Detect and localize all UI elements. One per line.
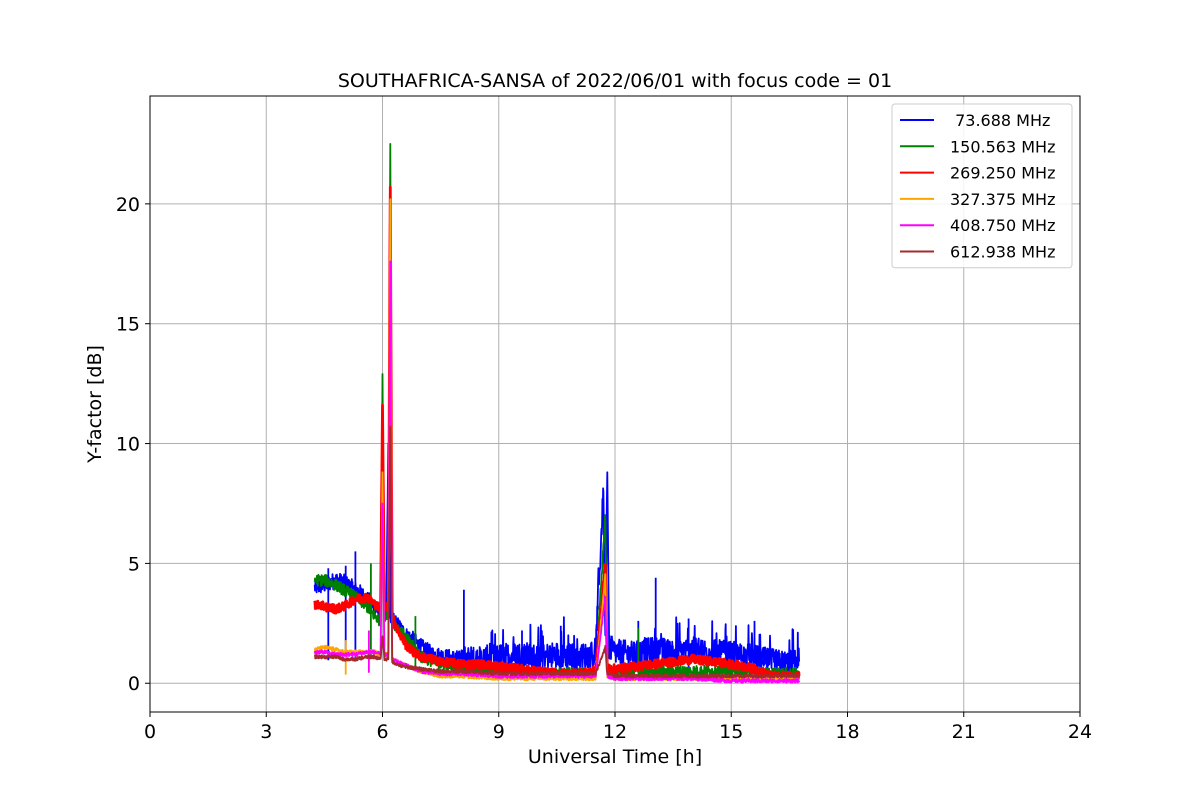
x-tick-label: 18 <box>835 721 859 743</box>
x-axis-label: Universal Time [h] <box>528 746 702 768</box>
legend-entry: 612.938 MHz <box>900 243 1055 262</box>
x-axis: 0 3 6 9 12 15 18 21 24 <box>144 712 1092 743</box>
legend: 73.688 MHz 150.563 MHz 269.250 MHz 327.375 … <box>891 103 1073 269</box>
y-axis: 0 5 10 15 20 <box>116 194 150 695</box>
legend-box <box>891 103 1073 269</box>
legend-entry: 269.250 MHz <box>900 164 1055 183</box>
x-tick-label: 12 <box>603 721 627 743</box>
legend-entry: 150.563 MHz <box>900 137 1055 156</box>
legend-entry: 408.750 MHz <box>900 216 1055 235</box>
x-tick-label: 21 <box>952 721 976 743</box>
series-layer <box>313 143 801 684</box>
legend-label: 150.563 MHz <box>950 137 1055 156</box>
y-tick-label: 20 <box>116 194 140 216</box>
chart-title: SOUTHAFRICA-SANSA of 2022/06/01 with foc… <box>338 70 892 92</box>
y-tick-label: 0 <box>128 673 140 695</box>
legend-label: 408.750 MHz <box>950 216 1055 235</box>
y-tick-label: 15 <box>116 314 140 336</box>
y-axis-label: Y-factor [dB] <box>84 345 106 464</box>
legend-label: 612.938 MHz <box>950 243 1055 262</box>
y-tick-label: 5 <box>128 553 140 575</box>
legend-label: 327.375 MHz <box>950 190 1055 209</box>
series-line <box>313 425 800 679</box>
x-tick-label: 24 <box>1068 721 1092 743</box>
y-tick-label: 10 <box>116 434 140 456</box>
legend-label: 269.250 MHz <box>950 164 1055 183</box>
legend-entry: 327.375 MHz <box>900 190 1055 209</box>
x-tick-label: 0 <box>144 721 156 743</box>
x-tick-label: 3 <box>260 721 272 743</box>
legend-entry: 73.688 MHz <box>900 111 1050 130</box>
x-tick-label: 6 <box>376 721 388 743</box>
legend-label: 73.688 MHz <box>950 111 1050 130</box>
x-tick-label: 9 <box>493 721 505 743</box>
x-tick-label: 15 <box>719 721 743 743</box>
